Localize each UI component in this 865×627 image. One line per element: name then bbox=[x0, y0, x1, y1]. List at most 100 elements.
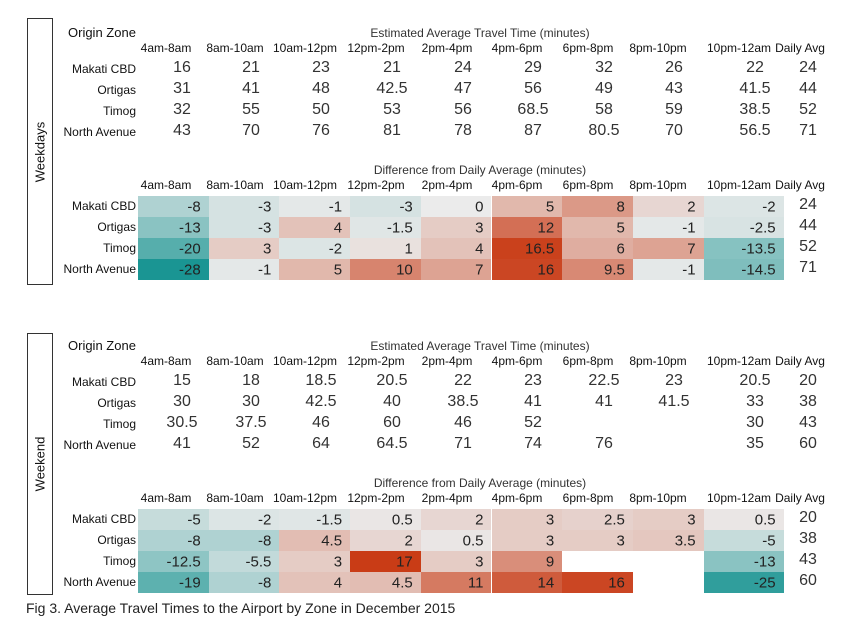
column-header: 10pm-12am bbox=[706, 41, 772, 55]
daily-avg-value: 24 bbox=[799, 196, 817, 213]
table-cell-value: 64 bbox=[312, 435, 330, 452]
row-label: Ortigas bbox=[97, 533, 136, 547]
daily-avg-value: 20 bbox=[799, 509, 817, 526]
heatmap-cell-value: -2 bbox=[762, 198, 776, 215]
heatmap-cell: -3 bbox=[208, 196, 280, 217]
heatmap-cell: -8 bbox=[208, 572, 280, 593]
heatmap-cell-value: 3 bbox=[616, 532, 625, 549]
column-header: 4am-8am bbox=[140, 178, 192, 192]
column-header: 8pm-10pm bbox=[629, 491, 687, 505]
table-cell-value: 50 bbox=[312, 101, 330, 118]
table-cell-value: 30 bbox=[746, 414, 764, 431]
heatmap-cell-value: 7 bbox=[687, 240, 696, 257]
heatmap-cell: 3 bbox=[208, 238, 280, 259]
heatmap-cell-value: 0.5 bbox=[462, 532, 484, 549]
heatmap-cell: 5 bbox=[279, 259, 351, 280]
heatmap-cell: 2 bbox=[632, 196, 704, 217]
table-cell-value: 40 bbox=[383, 393, 401, 410]
heatmap-cell-value: 0.5 bbox=[391, 511, 413, 528]
heatmap-cell: -5.5 bbox=[208, 551, 280, 572]
column-header: 4pm-6pm bbox=[491, 41, 543, 55]
origin-zone-label: Origin Zone bbox=[68, 25, 136, 40]
heatmap-cell: 2 bbox=[420, 509, 492, 530]
table-cell-value: 38.5 bbox=[447, 393, 479, 410]
column-header: 8am-10am bbox=[206, 41, 264, 55]
heatmap-cell-value: 12 bbox=[537, 219, 555, 236]
heatmap-cell: -1 bbox=[632, 217, 704, 238]
table-cell-value: 47 bbox=[454, 80, 472, 97]
heatmap-cell: 3 bbox=[562, 530, 633, 551]
daily-avg-value: 52 bbox=[799, 101, 817, 118]
heatmap-cell: 3 bbox=[491, 509, 563, 530]
heatmap-cell-value: 10 bbox=[396, 261, 413, 278]
heatmap-cell: -1.5 bbox=[279, 509, 351, 530]
heatmap-cell: -3 bbox=[208, 217, 280, 238]
heatmap-cell-value: -8 bbox=[187, 532, 201, 549]
daily-avg-value: 38 bbox=[799, 393, 817, 410]
heatmap-cell: -2 bbox=[208, 509, 280, 530]
figure-caption: Fig 3. Average Travel Times to the Airpo… bbox=[26, 600, 456, 616]
table-cell-value: 21 bbox=[242, 59, 260, 76]
heatmap-cell-value: 0.5 bbox=[754, 511, 776, 528]
heatmap-cell-value: 11 bbox=[467, 574, 484, 591]
panel-label-box: Weekdays bbox=[27, 18, 53, 285]
heatmap-cell: -8 bbox=[208, 530, 280, 551]
heatmap-cell: 7 bbox=[632, 238, 704, 259]
column-header: 8am-10am bbox=[206, 178, 264, 192]
heatmap-cell: -1 bbox=[208, 259, 280, 280]
table-cell-value: 23 bbox=[312, 59, 330, 76]
heatmap-cell-value: 7 bbox=[475, 261, 484, 278]
column-header: 10pm-12am bbox=[706, 354, 772, 368]
row-label: North Avenue bbox=[63, 125, 137, 139]
column-header: 10pm-12am bbox=[706, 178, 772, 192]
column-header: Daily Avg bbox=[775, 491, 825, 505]
table-cell-value: 21 bbox=[383, 59, 401, 76]
row-label: Makati CBD bbox=[71, 512, 136, 526]
heatmap-cell: 0.5 bbox=[703, 509, 784, 530]
column-header: Daily Avg bbox=[775, 354, 825, 368]
table-cell-value: 55 bbox=[242, 101, 260, 118]
row-label: Ortigas bbox=[97, 396, 136, 410]
table-cell-value: 23 bbox=[524, 372, 542, 389]
table-cell-value: 30 bbox=[173, 393, 191, 410]
heatmap-cell-value: 4 bbox=[333, 574, 343, 591]
table-cell-value: 37.5 bbox=[235, 414, 267, 431]
heatmap-cell-value: 5 bbox=[333, 261, 343, 278]
heatmap-cell bbox=[633, 572, 704, 593]
heatmap-cell-value: -25 bbox=[753, 574, 776, 591]
table-cell-value: 22 bbox=[746, 59, 764, 76]
row-label: Timog bbox=[103, 104, 136, 118]
table-cell-value: 80.5 bbox=[588, 122, 620, 139]
table-cell-value: 53 bbox=[383, 101, 401, 118]
heatmap-cell-value: 16.5 bbox=[524, 240, 555, 257]
heatmap-cell: 2 bbox=[350, 530, 421, 551]
column-header: 6pm-8pm bbox=[562, 491, 614, 505]
heatmap-cell-value: 3 bbox=[545, 511, 555, 528]
heatmap-cell: -28 bbox=[138, 259, 209, 280]
column-header: 6pm-8pm bbox=[562, 178, 614, 192]
heatmap-cell: 4.5 bbox=[350, 572, 421, 593]
heatmap-cell: -5 bbox=[138, 509, 209, 530]
heatmap-cell: 3 bbox=[632, 509, 704, 530]
heatmap-cell-value: 16 bbox=[537, 261, 555, 278]
table-cell-value: 18 bbox=[242, 372, 260, 389]
heatmap-cell-value: -14.5 bbox=[741, 261, 776, 278]
column-header: 10am-12pm bbox=[272, 178, 338, 192]
heatmap-cell: 4 bbox=[279, 572, 351, 593]
heatmap-title: Difference from Daily Average (minutes) bbox=[373, 476, 587, 490]
column-header: 4pm-6pm bbox=[491, 178, 543, 192]
heatmap-cell: 4.5 bbox=[279, 530, 351, 551]
heatmap-cell: 5 bbox=[491, 196, 563, 217]
heatmap-cell-value: 3 bbox=[545, 532, 555, 549]
column-header: 4pm-6pm bbox=[491, 491, 543, 505]
table-title: Estimated Average Travel Time (minutes) bbox=[370, 339, 590, 353]
heatmap-cell-value: -1.5 bbox=[386, 219, 413, 236]
table-cell-value: 46 bbox=[312, 414, 330, 431]
heatmap-cell: -1 bbox=[632, 259, 704, 280]
table-cell-value: 41.5 bbox=[739, 80, 771, 97]
heatmap-cell-value: -19 bbox=[179, 574, 201, 591]
row-label: North Avenue bbox=[63, 438, 137, 452]
heatmap-cell-value: 3 bbox=[475, 553, 484, 570]
table-cell-value: 35 bbox=[746, 435, 764, 452]
heatmap-cell-value: 3.5 bbox=[674, 532, 696, 549]
